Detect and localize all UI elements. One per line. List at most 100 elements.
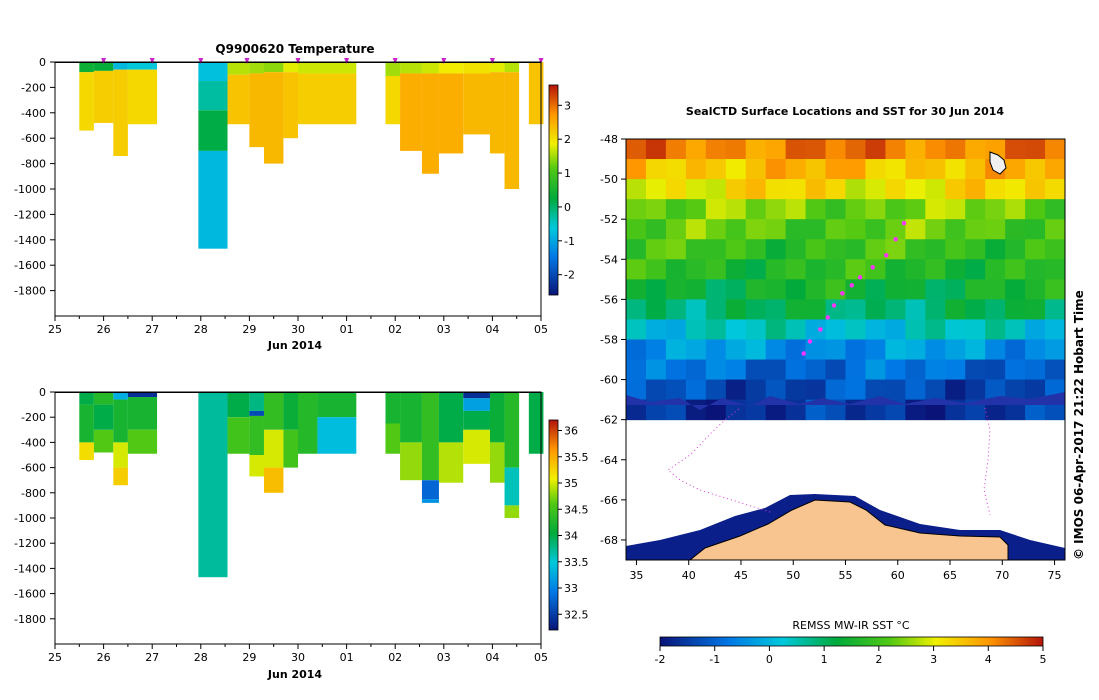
sst-cell — [745, 279, 767, 300]
sst-colorbar-tick-label: 3 — [930, 653, 937, 666]
profile-cell — [421, 480, 439, 500]
sst-cell — [1005, 199, 1026, 220]
salinity-colorbar-ticks: 36 35.5 35 34.5 34 33.5 33 32.5 — [558, 425, 589, 621]
sst-cell — [785, 159, 807, 180]
y-tick-label: -600 — [21, 462, 46, 475]
sst-cell — [1045, 219, 1065, 240]
profile-cell — [249, 455, 264, 477]
sst-colorbar-tick-label: 5 — [1040, 653, 1047, 666]
profile-marker — [344, 58, 350, 64]
sst-cell — [1005, 299, 1026, 320]
sst-cell — [985, 319, 1006, 340]
sst-cell — [745, 299, 767, 320]
sst-cell — [765, 379, 787, 401]
lat-tick-label: -50 — [600, 173, 618, 186]
profile-cell — [263, 72, 284, 164]
sst-cell — [805, 139, 827, 160]
sst-cell — [925, 179, 946, 200]
sst-cell — [1045, 139, 1065, 160]
sst-cell — [645, 359, 667, 381]
sst-colorbar-tick-label: 4 — [985, 653, 992, 666]
sst-cell — [645, 219, 667, 240]
salinity-y-axis: 0 -200 -400 -600 -800 -1000 -1200 -1400 -1600 -18… — [14, 386, 55, 626]
sst-cell — [645, 179, 667, 200]
x-tick-label: 01 — [340, 323, 354, 336]
profile-cell — [385, 423, 401, 454]
x-tick-label: 30 — [291, 323, 305, 336]
lat-tick-label: -64 — [600, 454, 618, 467]
seal-location-dot — [807, 339, 813, 344]
sst-cell — [705, 299, 727, 320]
sst-cell — [885, 279, 906, 300]
sst-cell — [1045, 319, 1065, 340]
profile-cell — [113, 442, 128, 468]
sst-cell — [845, 279, 866, 300]
sst-cell — [905, 279, 926, 300]
sst-cell — [825, 159, 846, 180]
lon-tick-label: 70 — [995, 569, 1009, 582]
seal-location-dot — [825, 315, 830, 320]
salinity-colorbar — [548, 419, 559, 631]
sst-cell — [825, 219, 846, 240]
profile-cell — [79, 442, 94, 461]
sst-cell — [965, 379, 986, 401]
sst-cell — [785, 259, 807, 280]
sst-cell — [765, 279, 787, 300]
sst-cell — [645, 199, 667, 220]
sst-cell — [1025, 259, 1046, 280]
sst-cell — [905, 159, 926, 180]
sst-cell — [685, 259, 707, 280]
sst-cell — [905, 139, 926, 160]
sst-cell — [885, 319, 906, 340]
sst-cell — [645, 139, 667, 160]
sst-cell — [825, 259, 846, 280]
colorbar-tick-label: 35 — [564, 477, 578, 490]
sst-cell — [865, 219, 886, 240]
sst-cell — [785, 359, 807, 381]
profile-cell — [227, 392, 250, 418]
x-tick-label: 04 — [485, 323, 499, 336]
sst-cell — [685, 219, 707, 240]
x-tick-label: 28 — [194, 651, 208, 664]
sst-cell — [665, 339, 687, 361]
sst-cell — [665, 219, 687, 240]
sst-cell — [1045, 199, 1065, 220]
sst-cell — [665, 159, 687, 180]
sst-cell — [765, 319, 787, 340]
sst-cell — [705, 259, 727, 280]
sst-cell — [1025, 299, 1046, 320]
profile-cell — [127, 62, 158, 70]
profile-cell — [400, 62, 422, 74]
salinity-profiles — [79, 392, 544, 578]
sst-cell — [945, 219, 966, 240]
profile-marker — [489, 58, 495, 64]
x-tick-label: 05 — [534, 323, 548, 336]
x-tick-label: 26 — [97, 323, 111, 336]
sst-cell — [665, 179, 687, 200]
sst-cell — [665, 199, 687, 220]
lat-tick-label: -52 — [600, 213, 618, 226]
seal-location-dot — [840, 291, 845, 296]
sst-cell — [965, 259, 986, 280]
sst-cell — [765, 259, 787, 280]
sst-cell — [765, 139, 787, 160]
sst-cell — [925, 199, 946, 220]
lat-tick-label: -60 — [600, 374, 618, 387]
sst-colorbar-tick-label: -2 — [655, 653, 666, 666]
sst-cell — [885, 159, 906, 180]
sst-cell — [985, 379, 1006, 401]
sst-cell — [785, 219, 807, 240]
salinity-panel: 25 26 27 28 29 30 01 02 03 04 05 0 -200 -400 -600 -800… — [14, 386, 588, 681]
sst-cell — [1005, 139, 1026, 160]
x-tick-label: 26 — [97, 651, 111, 664]
lat-tick-label: -56 — [600, 293, 618, 306]
sst-cell — [765, 359, 787, 381]
sst-cell — [725, 199, 747, 220]
sst-cell — [805, 179, 827, 200]
lon-tick-label: 45 — [734, 569, 748, 582]
y-tick-label: -1600 — [14, 588, 46, 601]
colorbar-tick-label: 1 — [564, 167, 571, 180]
sst-cell — [1045, 179, 1065, 200]
sst-cell — [725, 239, 747, 260]
profile-marker — [392, 58, 398, 64]
